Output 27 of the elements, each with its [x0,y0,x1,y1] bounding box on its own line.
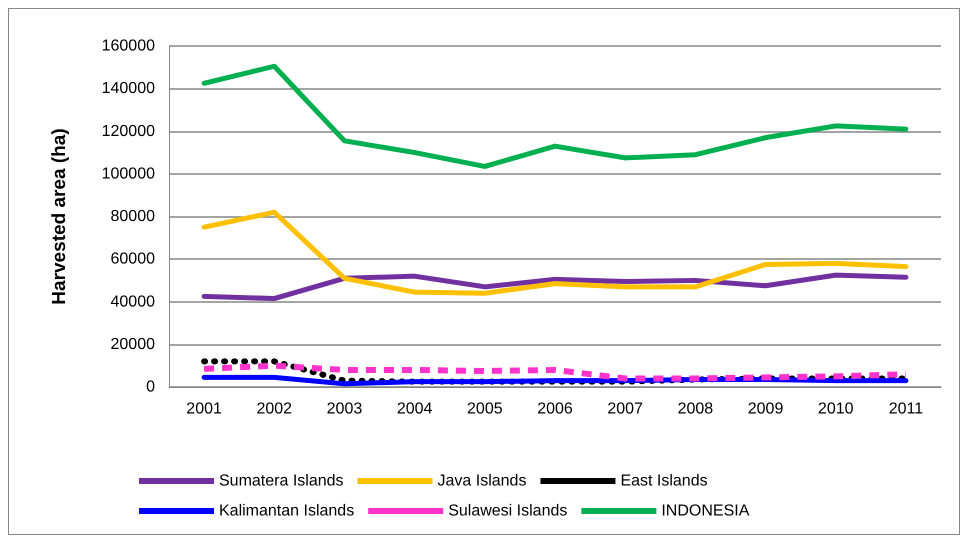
x-tick-label: 2001 [186,400,222,418]
x-tick-label: 2003 [326,400,362,418]
legend-label: INDONESIA [661,502,750,520]
x-tick-label: 2010 [818,400,854,418]
legend-label: Kalimantan Islands [219,502,354,520]
y-tick-label: 0 [146,378,156,396]
legend-label: Sumatera Islands [219,472,344,490]
y-tick-label: 120000 [102,122,156,140]
x-tick-label: 2007 [607,400,644,418]
y-tick-label: 160000 [102,38,156,54]
legend-label: East Islands [620,472,708,490]
y-tick-label: 20000 [110,336,156,353]
y-tick-label: 140000 [102,80,156,98]
y-tick-label: 80000 [110,208,156,225]
y-tick-label: 40000 [110,293,156,310]
x-tick-label: 2011 [888,400,924,418]
x-tick-label: 2004 [396,400,433,418]
x-tick-label: 2008 [678,400,714,418]
legend-label: Java Islands [438,472,526,490]
x-tick-label: 2005 [467,400,503,418]
y-tick-label: 60000 [110,250,156,268]
legend-label: Sulawesi Islands [448,502,568,520]
x-tick-label: 2002 [256,400,292,418]
y-tick-label: 100000 [102,165,156,182]
x-tick-label: 2006 [537,400,573,418]
x-tick-label: 2009 [748,400,784,418]
y-axis-title: Harvested area (ha) [49,128,70,305]
